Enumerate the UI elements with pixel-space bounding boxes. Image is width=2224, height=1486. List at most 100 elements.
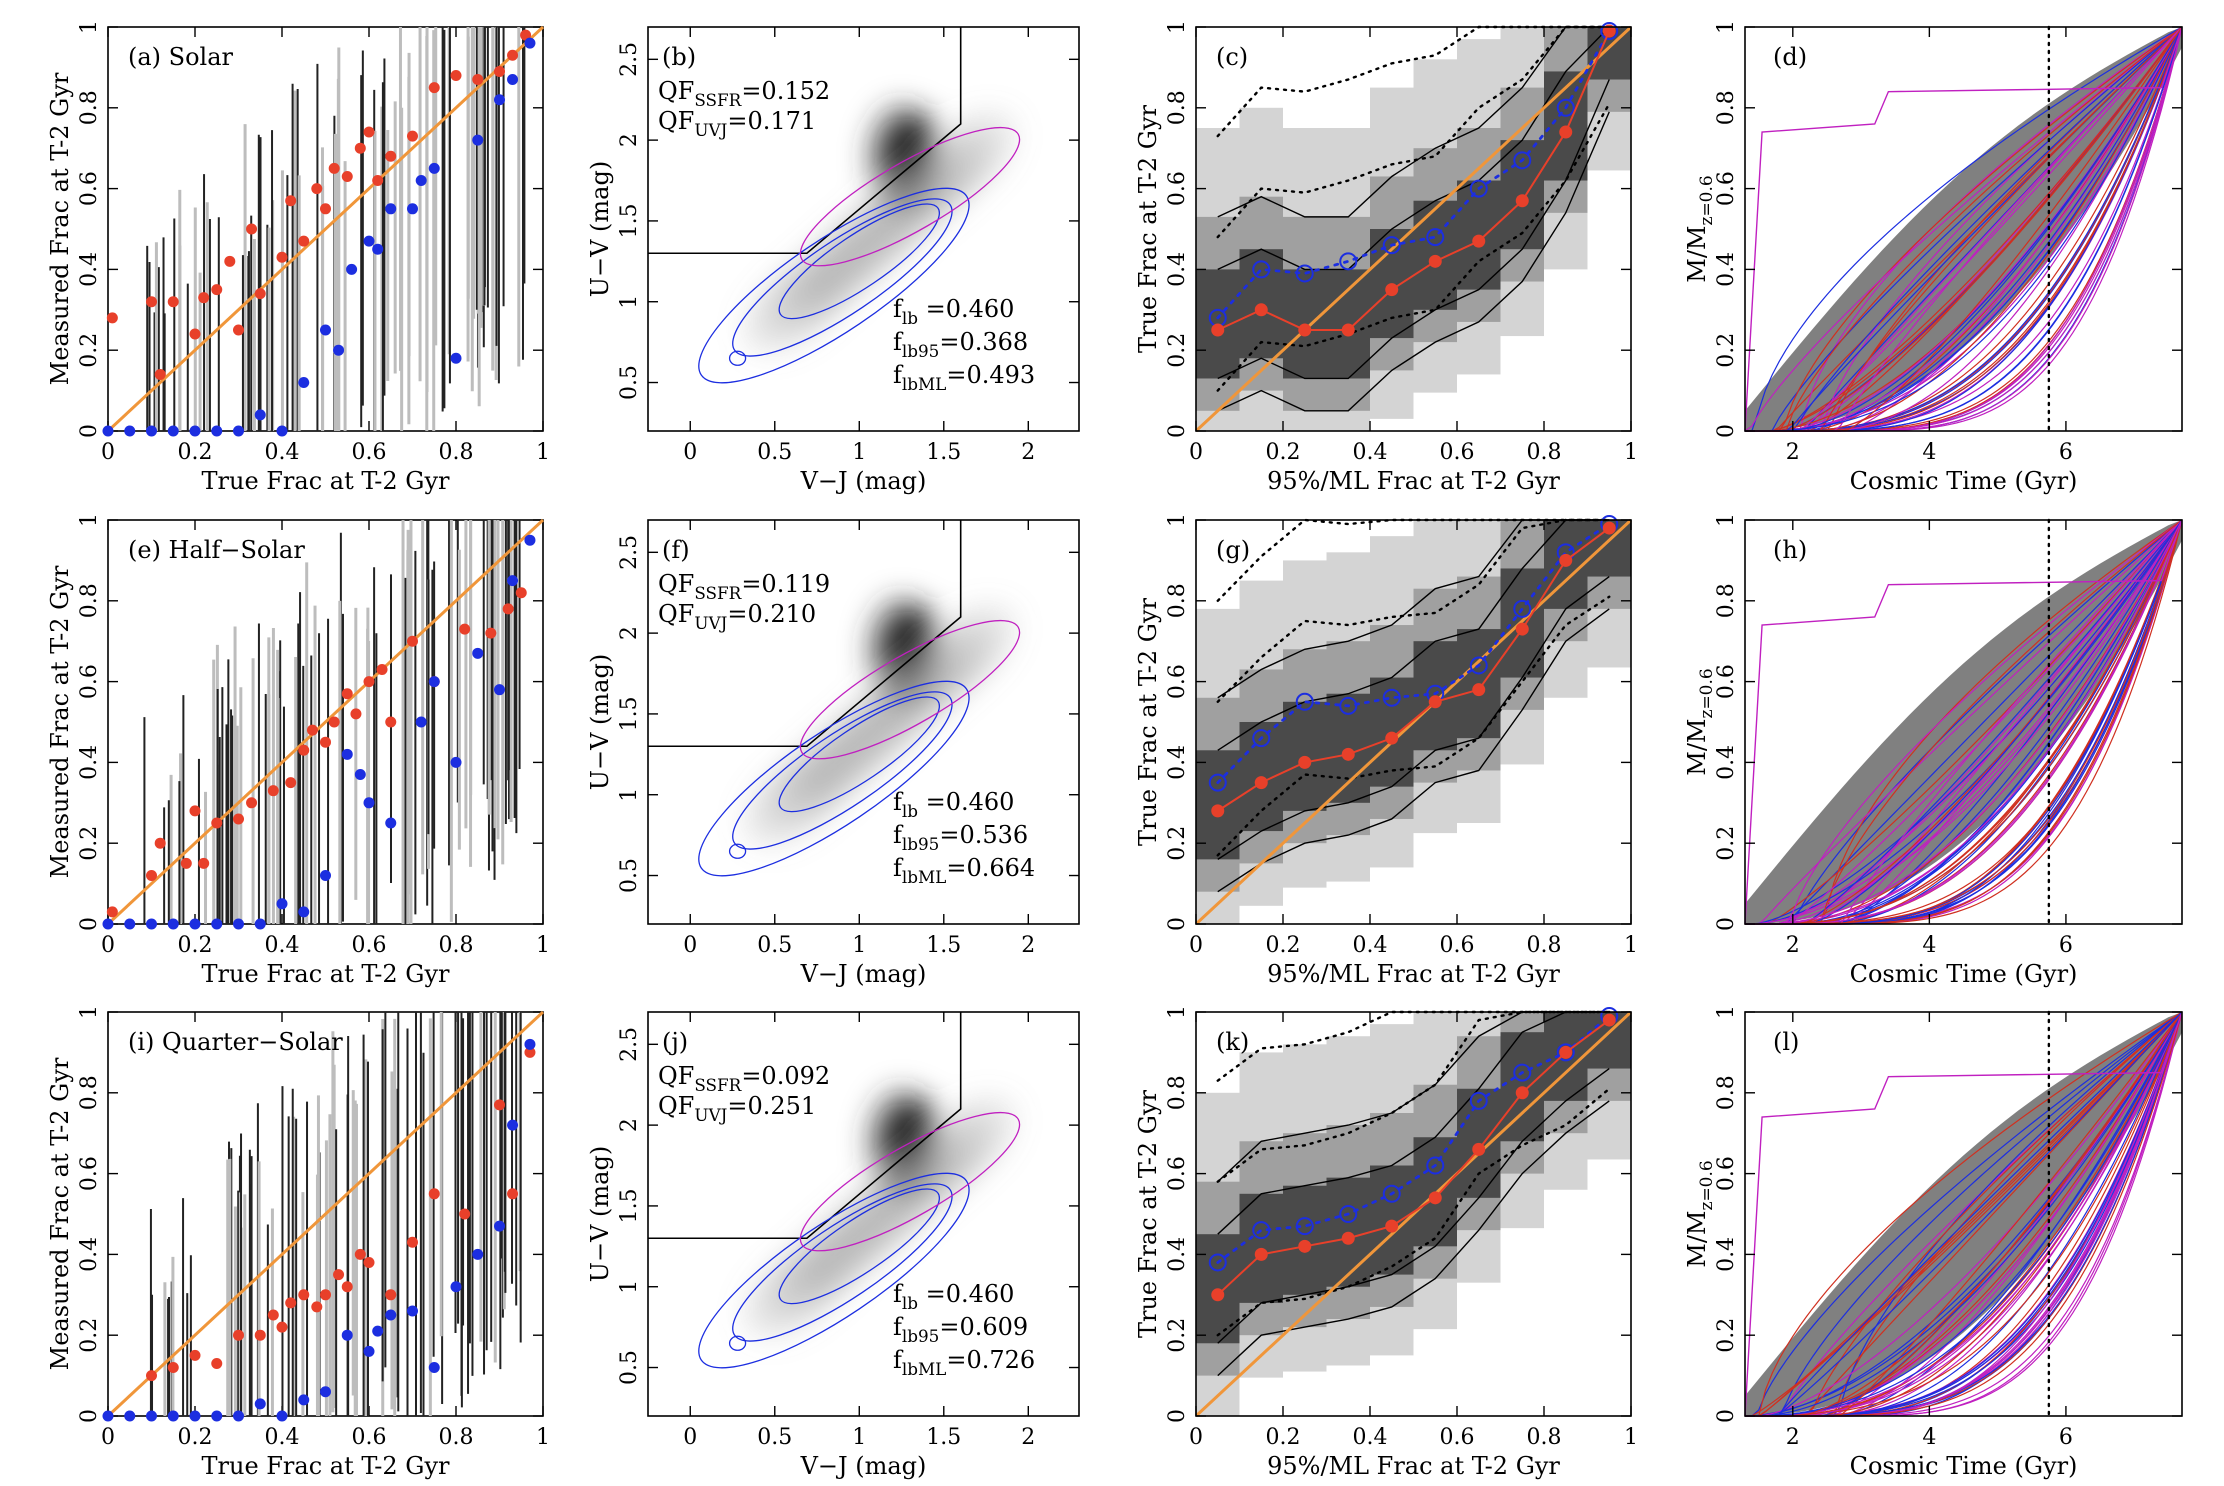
data-point <box>415 716 427 728</box>
y-tick-label: 1 <box>1165 1005 1190 1019</box>
sfh-curve <box>1745 26 2183 432</box>
y-tick-label: 1 <box>617 788 642 802</box>
x-tick-label: 0.8 <box>1527 440 1562 465</box>
flb-label: flb =0.460 <box>893 295 1014 328</box>
x-tick-label: 0 <box>101 933 115 958</box>
panel-h: 2 4 6 0 0.2 0.4 0.6 0.8 1 Cosmic Time (Gyr) M/Mz=0… <box>1683 513 2183 988</box>
sfh-curve <box>1745 26 2183 432</box>
contour <box>728 350 747 366</box>
x-axis-label: True Frac at T-2 Gyr <box>202 960 451 988</box>
data-point <box>167 1410 179 1422</box>
qf-uvj-label: QFUVJ=0.210 <box>658 600 816 633</box>
sfh-curve <box>1745 26 2183 432</box>
envelope-dotted <box>1216 518 1611 703</box>
blue-median-point <box>1382 1184 1401 1203</box>
data-point <box>472 74 484 86</box>
blue-contours <box>698 187 970 384</box>
data-point <box>102 425 114 437</box>
data-point <box>211 1410 223 1422</box>
panel-e: 0 0.2 0.4 0.6 0.8 1 0 0.2 0.4 0.6 0.8 1 True Frac at… <box>46 513 550 988</box>
data-point <box>246 797 258 809</box>
data-point <box>311 183 323 195</box>
panel-label: (k) <box>1216 1028 1249 1056</box>
data-point <box>507 1119 519 1131</box>
data-point <box>233 813 244 825</box>
sfh-curve <box>1745 519 2183 925</box>
data-point <box>167 296 179 308</box>
y-tick-label: 2.5 <box>617 1027 642 1062</box>
data-point <box>494 94 505 106</box>
blue-median-point <box>1513 151 1532 170</box>
blue-median-point <box>1469 179 1488 198</box>
data-point <box>363 1256 375 1268</box>
data-point <box>328 162 340 174</box>
x-tick-label: 0 <box>683 440 697 465</box>
blue-median-point <box>1295 264 1314 283</box>
y-tick-label: 0.6 <box>1714 171 1739 206</box>
red-median-point <box>1602 1013 1616 1027</box>
x-tick-label: 0.6 <box>352 440 387 465</box>
data-point <box>472 134 484 146</box>
data-point <box>346 263 358 275</box>
x-tick-label: 0.4 <box>1353 440 1388 465</box>
data-point <box>285 195 297 207</box>
x-tick-label: 0 <box>101 440 115 465</box>
x-tick-label: 1 <box>852 440 866 465</box>
envelope-dotted <box>1216 595 1611 857</box>
magenta-contour <box>799 126 1021 267</box>
y-tick-label: 0.4 <box>1165 252 1190 287</box>
x-tick-label: 0.4 <box>265 440 300 465</box>
data-point <box>167 1362 179 1374</box>
y-tick-label: 0.4 <box>77 252 102 287</box>
data-point <box>363 1345 375 1357</box>
y-tick-label: 1 <box>1165 20 1190 34</box>
y-tick-label: 0.6 <box>1714 664 1739 699</box>
one-to-one-line <box>1194 518 1633 926</box>
data-point <box>320 324 331 336</box>
plot-frame <box>1744 519 2183 925</box>
x-tick-label: 2 <box>1021 440 1035 465</box>
y-tick-label: 0.4 <box>1714 252 1739 287</box>
data-point <box>385 817 397 829</box>
plot-frame <box>647 1011 1080 1417</box>
envelope-solid <box>1217 519 1610 751</box>
data-point <box>507 49 519 61</box>
x-axis-label: 95%/ML Frac at T-2 Gyr <box>1267 1452 1560 1480</box>
data-point <box>494 684 505 696</box>
data-point <box>198 292 210 304</box>
data-point <box>385 203 397 215</box>
data-point <box>189 1349 201 1361</box>
data-point <box>285 777 297 789</box>
y-axis-label: U−V (mag) <box>586 654 614 790</box>
data-point <box>494 1099 505 1111</box>
panel-label: (a) Solar <box>128 43 234 71</box>
blue-median-point <box>1339 696 1358 715</box>
blue-points <box>102 37 536 437</box>
blue-median-point <box>1513 1063 1532 1082</box>
error-bars <box>143 520 521 924</box>
x-tick-label: 2 <box>1786 440 1800 465</box>
data-point <box>507 74 519 86</box>
y-tick-label: 1 <box>77 513 102 527</box>
plot-frame <box>647 26 1080 432</box>
data-point <box>524 534 536 546</box>
data-point <box>254 409 266 421</box>
data-point <box>320 736 331 748</box>
sfh-curve <box>1745 1011 2183 1417</box>
flb95-label: flb95=0.536 <box>893 821 1028 854</box>
data-point <box>341 1281 353 1293</box>
x-axis-label: Cosmic Time (Gyr) <box>1850 960 2078 988</box>
data-point <box>298 1289 310 1301</box>
x-axis-label: True Frac at T-2 Gyr <box>202 467 451 495</box>
sfh-curve <box>1745 519 2183 925</box>
y-tick-label: 0.2 <box>1714 333 1739 368</box>
data-point <box>372 175 384 187</box>
data-point <box>415 175 427 187</box>
panel-label: (b) <box>662 43 696 71</box>
y-tick-label: 1 <box>617 295 642 309</box>
data-point <box>450 69 462 81</box>
y-tick-label: 0.5 <box>617 1350 642 1385</box>
blue-median-point <box>1208 1253 1227 1272</box>
envelope-solid <box>1217 1100 1610 1377</box>
